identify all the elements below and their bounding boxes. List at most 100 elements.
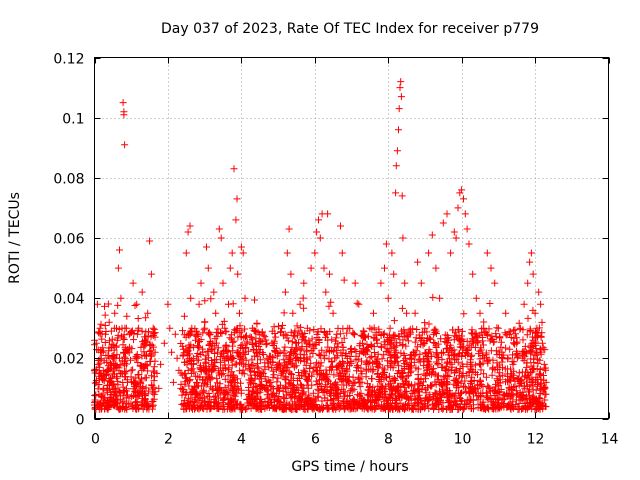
data-point [164, 300, 172, 308]
data-point [292, 339, 300, 347]
data-point [138, 327, 146, 335]
data-point [194, 392, 202, 400]
data-point [133, 300, 141, 308]
data-point [441, 338, 449, 346]
data-point [271, 405, 279, 413]
data-point [220, 395, 227, 403]
data-point [135, 404, 143, 412]
data-point [279, 332, 287, 340]
data-point [122, 385, 130, 393]
data-point [96, 324, 104, 332]
data-point [527, 355, 535, 363]
data-point [92, 378, 100, 386]
data-point [489, 364, 497, 372]
data-point [335, 394, 343, 402]
data-point [340, 381, 348, 389]
data-point [321, 394, 329, 402]
data-point [254, 360, 261, 368]
data-point [453, 366, 460, 374]
data-point [271, 346, 279, 354]
data-point [328, 358, 336, 366]
data-point [465, 240, 473, 248]
data-point [382, 240, 390, 248]
data-point [171, 330, 179, 338]
data-point [195, 300, 203, 308]
data-point [530, 395, 538, 403]
data-point [300, 369, 308, 377]
data-point [237, 353, 245, 361]
data-point [142, 314, 150, 322]
data-point [150, 390, 158, 398]
data-point [252, 327, 260, 335]
data-point [394, 387, 402, 395]
data-point [363, 346, 371, 354]
data-point [406, 330, 414, 338]
data-point [397, 93, 405, 101]
data-point [500, 401, 508, 409]
data-point [351, 378, 359, 386]
data-point [490, 392, 498, 399]
data-point [195, 338, 203, 346]
data-point [117, 389, 125, 397]
data-point [451, 392, 459, 400]
data-point [310, 404, 318, 412]
data-point [248, 324, 256, 332]
data-point [534, 376, 542, 383]
data-point [504, 372, 512, 380]
data-point [104, 365, 112, 373]
data-point [177, 384, 185, 392]
data-point [205, 390, 213, 397]
data-point [281, 359, 289, 367]
data-point [499, 391, 507, 399]
data-point [135, 324, 143, 332]
data-point [496, 379, 504, 387]
data-point [341, 388, 349, 396]
data-point [397, 349, 405, 357]
data-point [169, 378, 177, 386]
data-point [404, 394, 412, 402]
data-point [403, 361, 411, 368]
data-point [184, 366, 192, 374]
data-point [411, 338, 419, 346]
data-point [236, 322, 244, 330]
data-point [265, 401, 273, 409]
data-point [192, 336, 199, 344]
data-point [263, 354, 271, 362]
data-point [375, 402, 383, 410]
data-point [480, 370, 488, 378]
data-point [281, 330, 289, 338]
data-point [444, 334, 452, 342]
data-point [467, 358, 474, 366]
data-point [523, 363, 531, 371]
data-point [242, 333, 249, 341]
data-point [415, 379, 423, 387]
data-point [476, 347, 484, 355]
data-point [411, 309, 419, 317]
data-point [458, 332, 466, 340]
data-point [127, 356, 134, 364]
data-point [216, 384, 224, 392]
data-point [303, 395, 311, 403]
data-point [379, 370, 387, 378]
data-point [453, 334, 461, 342]
data-point [359, 398, 367, 406]
data-point [316, 405, 324, 413]
data-point [429, 369, 437, 377]
data-point [383, 399, 391, 407]
data-point [430, 405, 438, 412]
data-point [354, 355, 362, 363]
data-point [366, 383, 374, 391]
data-point [432, 358, 440, 366]
data-point [277, 328, 284, 336]
data-point [224, 382, 232, 390]
data-point [394, 404, 402, 412]
data-point [376, 361, 384, 369]
data-point [249, 401, 257, 409]
data-point [102, 330, 109, 338]
data-point [505, 330, 513, 338]
data-point [267, 378, 275, 386]
data-point [526, 258, 534, 266]
data-point [259, 349, 267, 357]
data-point [296, 396, 304, 404]
